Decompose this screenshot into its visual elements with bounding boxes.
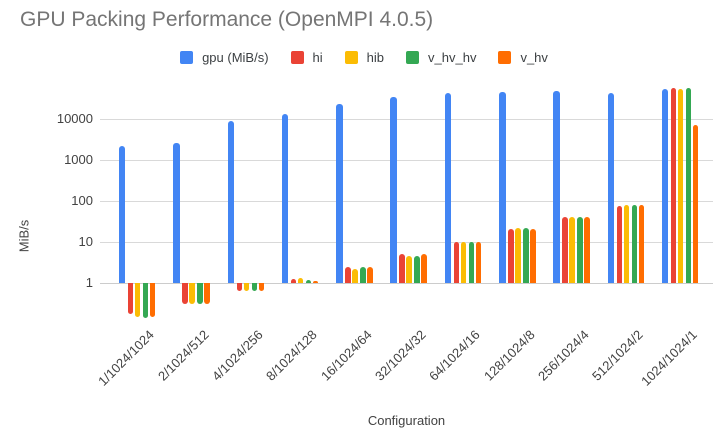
legend-swatch-icon (406, 50, 420, 64)
bar-gpu-mib-s--128-1024-8[interactable] (499, 92, 506, 283)
bar-gpu-mib-s--1024-1024-1[interactable] (661, 89, 669, 283)
plot-area (100, 85, 713, 318)
bar-v-hv-hv-128-1024-8[interactable] (523, 228, 529, 283)
bar-hi-1-1024-1024[interactable] (127, 283, 134, 315)
bar-v-hv-hv-1-1024-1024[interactable] (142, 283, 149, 318)
bar-hib-16-1024-64[interactable] (352, 268, 358, 283)
bar-gpu-mib-s--8-1024-128[interactable] (281, 114, 289, 283)
bar-hi-256-1024-4[interactable] (562, 217, 568, 283)
bar-v-hv-32-1024-32[interactable] (421, 253, 427, 283)
y-tick-label: 10000 (56, 111, 93, 127)
bar-hib-256-1024-4[interactable] (569, 216, 575, 283)
legend: gpu (MiB/s) hi hib v_hv_hv v_hv (0, 47, 728, 67)
bar-v-hv-64-1024-16[interactable] (475, 242, 482, 283)
bar-v-hv-hv-4-1024-256[interactable] (251, 283, 258, 291)
bar-hib-128-1024-8[interactable] (515, 228, 521, 283)
bar-v-hv-hv-1024-1024-1[interactable] (685, 87, 692, 283)
legend-swatch-icon (180, 50, 194, 64)
legend-label: v_hv_hv (428, 49, 477, 65)
y-tick-label: 1 (85, 275, 93, 290)
bar-hi-8-1024-128[interactable] (290, 279, 297, 283)
legend-item-v-hv[interactable]: v_hv (498, 49, 548, 65)
y-tick-label: 10 (78, 234, 93, 250)
legend-swatch-icon (290, 50, 304, 64)
x-tick-label-16-1024-64: 16/1024/64 (317, 327, 375, 384)
bar-hi-32-1024-32[interactable] (399, 253, 405, 283)
bar-hib-2-1024-512[interactable] (189, 283, 195, 305)
bar-v-hv-hv-256-1024-4[interactable] (577, 216, 583, 283)
bar-hi-512-1024-2[interactable] (616, 205, 623, 283)
bar-hib-8-1024-128[interactable] (297, 278, 304, 283)
gridline-10 (100, 242, 713, 244)
gridline-1 (100, 283, 713, 284)
bar-hi-16-1024-64[interactable] (345, 267, 351, 283)
bar-v-hv-hv-2-1024-512[interactable] (197, 283, 203, 304)
legend-label: v_hv (520, 49, 548, 65)
gridline-1000 (100, 160, 713, 162)
x-tick-label-8-1024-128: 8/1024/128 (263, 327, 321, 384)
bar-gpu-mib-s--64-1024-16[interactable] (444, 93, 452, 283)
bar-v-hv-4-1024-256[interactable] (258, 283, 265, 291)
legend-label: hi (312, 49, 323, 65)
x-tick-label-4-1024-256: 4/1024/256 (209, 327, 266, 384)
bar-hi-128-1024-8[interactable] (508, 228, 514, 283)
bar-hib-1024-1024-1[interactable] (677, 89, 684, 283)
legend-item-gpu-mib-s-[interactable]: gpu (MiB/s) (180, 49, 269, 65)
bar-hib-4-1024-256[interactable] (243, 283, 250, 292)
legend-label: gpu (MiB/s) (202, 49, 269, 65)
bar-v-hv-128-1024-8[interactable] (530, 228, 536, 283)
bar-gpu-mib-s--2-1024-512[interactable] (173, 142, 180, 283)
bar-gpu-mib-s--32-1024-32[interactable] (390, 96, 397, 283)
x-tick-label-1-1024-1024: 1/1024/1024 (95, 327, 158, 389)
bar-v-hv-hv-16-1024-64[interactable] (360, 266, 366, 283)
x-tick-label-64-1024-16: 64/1024/16 (426, 327, 483, 384)
x-tick-label-128-1024-8: 128/1024/8 (480, 327, 538, 384)
bar-hib-512-1024-2[interactable] (623, 204, 630, 283)
y-tick-label: 1000 (64, 152, 93, 168)
bar-gpu-mib-s--256-1024-4[interactable] (553, 90, 560, 283)
bar-v-hv-8-1024-128[interactable] (312, 280, 319, 283)
bar-v-hv-256-1024-4[interactable] (584, 216, 590, 283)
gridline-100 (100, 201, 713, 203)
x-tick-label-32-1024-32: 32/1024/32 (371, 327, 429, 384)
bar-v-hv-2-1024-512[interactable] (204, 283, 210, 305)
legend-item-hib[interactable]: hib (344, 49, 385, 65)
bar-hib-32-1024-32[interactable] (406, 255, 412, 283)
bar-hi-2-1024-512[interactable] (182, 283, 188, 304)
bar-v-hv-1-1024-1024[interactable] (149, 283, 156, 317)
x-axis-title: Configuration (367, 413, 446, 428)
x-tick-label-1024-1024-1: 1024/1024/1 (638, 327, 701, 389)
bar-hi-4-1024-256[interactable] (236, 283, 243, 291)
bar-v-hv-hv-32-1024-32[interactable] (414, 255, 420, 283)
x-tick-label-256-1024-4: 256/1024/4 (534, 327, 592, 384)
legend-label: hib (366, 49, 385, 65)
bar-v-hv-hv-64-1024-16[interactable] (468, 242, 475, 283)
bar-v-hv-512-1024-2[interactable] (638, 204, 645, 283)
x-tick-label-512-1024-2: 512/1024/2 (589, 327, 646, 384)
bar-gpu-mib-s--4-1024-256[interactable] (227, 121, 235, 283)
bar-hi-64-1024-16[interactable] (453, 242, 460, 283)
legend-swatch-icon (344, 50, 358, 64)
legend-swatch-icon (498, 50, 512, 64)
bar-v-hv-1024-1024-1[interactable] (692, 124, 699, 283)
bar-hi-1024-1024-1[interactable] (670, 87, 677, 283)
bar-gpu-mib-s--1-1024-1024[interactable] (118, 145, 126, 283)
bar-v-hv-16-1024-64[interactable] (367, 267, 373, 283)
chart-title: GPU Packing Performance (OpenMPI 4.0.5) (20, 8, 434, 31)
x-tick-label-2-1024-512: 2/1024/512 (154, 327, 212, 384)
bar-v-hv-hv-8-1024-128[interactable] (305, 279, 312, 283)
bar-gpu-mib-s--512-1024-2[interactable] (607, 92, 615, 283)
legend-item-hi[interactable]: hi (290, 49, 323, 65)
gridline-10000 (100, 119, 713, 121)
bar-hib-64-1024-16[interactable] (460, 242, 467, 283)
bar-hib-1-1024-1024[interactable] (134, 283, 141, 317)
legend-item-v-hv-hv[interactable]: v_hv_hv (406, 50, 476, 65)
bar-v-hv-hv-512-1024-2[interactable] (631, 205, 638, 283)
y-tick-label: 100 (71, 193, 93, 209)
bar-gpu-mib-s--16-1024-64[interactable] (336, 103, 343, 283)
